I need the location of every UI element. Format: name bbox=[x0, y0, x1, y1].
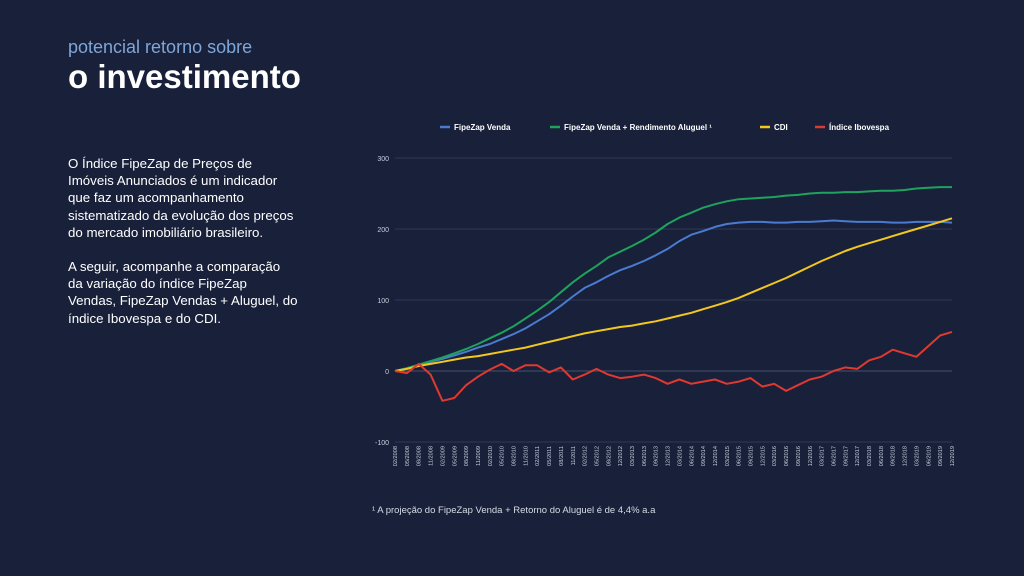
x-tick-label: 03/2014 bbox=[677, 446, 683, 466]
legend-label: CDI bbox=[774, 123, 788, 132]
series-line bbox=[394, 186, 952, 372]
x-tick-label: 12/2013 bbox=[666, 446, 672, 466]
x-tick-label: 09/2018 bbox=[891, 446, 897, 466]
x-tick-label: 09/2019 bbox=[938, 446, 944, 466]
x-tick-label: 05/2008 bbox=[405, 446, 411, 466]
x-tick-label: 06/2013 bbox=[642, 446, 648, 466]
x-tick-label: 03/2017 bbox=[820, 446, 826, 466]
y-tick-label: 100 bbox=[377, 298, 389, 305]
description-text: O Índice FipeZap de Preços de Imóveis An… bbox=[68, 155, 298, 344]
series-line bbox=[394, 217, 953, 372]
x-tick-label: 02/2011 bbox=[535, 446, 541, 466]
x-tick-label: 03/2013 bbox=[630, 446, 636, 466]
x-tick-label: 08/2010 bbox=[512, 446, 518, 466]
x-tick-label: 09/2015 bbox=[749, 446, 755, 466]
x-tick-label: 05/2010 bbox=[500, 446, 506, 466]
x-tick-label: 09/2014 bbox=[701, 446, 707, 466]
x-tick-label: 06/2015 bbox=[737, 446, 743, 466]
page-title: o investimento bbox=[68, 58, 301, 95]
description-paragraph-2: A seguir, acompanhe a comparação da vari… bbox=[68, 259, 298, 326]
legend-label: Índice Ibovespa bbox=[829, 123, 890, 132]
x-tick-label: 02/2012 bbox=[583, 446, 589, 466]
x-tick-label: 12/2012 bbox=[618, 446, 624, 466]
x-tick-label: 12/2015 bbox=[760, 446, 766, 466]
x-tick-label: 02/2008 bbox=[393, 446, 399, 466]
x-tick-label: 06/2016 bbox=[784, 446, 790, 466]
x-tick-label: 02/2010 bbox=[488, 446, 494, 466]
x-tick-label: 02/2009 bbox=[440, 446, 446, 466]
x-tick-label: 03/2015 bbox=[725, 446, 731, 466]
x-tick-label: 08/2008 bbox=[417, 446, 423, 466]
page-subtitle: potencial retorno sobre bbox=[68, 37, 253, 57]
x-tick-label: 11/2011 bbox=[571, 446, 577, 465]
line-chart: -100 0 100 200 300 02/2008 05/2008 08/2008 11/20… bbox=[375, 123, 956, 466]
x-tick-label: 09/2016 bbox=[796, 446, 802, 466]
x-tick-label: 12/2014 bbox=[713, 446, 719, 466]
y-tick-label: 200 bbox=[377, 227, 389, 234]
description-paragraph-1: O Índice FipeZap de Preços de Imóveis An… bbox=[68, 156, 294, 240]
x-tick-label: 06/2018 bbox=[879, 446, 885, 466]
x-tick-label: 12/2019 bbox=[950, 446, 956, 466]
series-line bbox=[394, 330, 953, 402]
x-tick-label: 08/2012 bbox=[606, 446, 612, 466]
x-tick-label: 08/2011 bbox=[559, 446, 565, 466]
x-tick-label: 03/2018 bbox=[867, 446, 873, 466]
x-tick-label: 11/2009 bbox=[476, 446, 482, 466]
x-tick-label: 12/2017 bbox=[855, 446, 861, 466]
x-tick-label: 08/2009 bbox=[464, 446, 470, 466]
x-tick-label: 06/2019 bbox=[926, 446, 932, 466]
x-tick-label: 03/2019 bbox=[914, 446, 920, 466]
x-tick-label: 06/2017 bbox=[831, 446, 837, 466]
x-tick-label: 09/2017 bbox=[843, 446, 849, 466]
y-tick-label: 300 bbox=[377, 156, 389, 163]
legend-label: FipeZap Venda + Rendimento Aluguel ¹ bbox=[564, 123, 712, 132]
x-tick-label: 11/2008 bbox=[429, 446, 435, 466]
legend-label: FipeZap Venda bbox=[454, 123, 511, 132]
x-tick-label: 12/2018 bbox=[903, 446, 909, 466]
x-tick-label: 05/2009 bbox=[452, 446, 458, 466]
x-tick-label: 05/2011 bbox=[547, 446, 553, 466]
y-tick-label: -100 bbox=[375, 440, 389, 447]
footnote: ¹ A projeção do FipeZap Venda + Retorno … bbox=[372, 505, 656, 516]
x-tick-label: 03/2016 bbox=[772, 446, 778, 466]
x-tick-label: 12/2016 bbox=[808, 446, 814, 466]
x-tick-label: 05/2012 bbox=[594, 446, 600, 466]
x-tick-label: 06/2014 bbox=[689, 446, 695, 466]
y-tick-label: 0 bbox=[385, 369, 389, 376]
x-tick-label: 09/2013 bbox=[654, 446, 660, 466]
series-line bbox=[394, 219, 953, 372]
x-tick-label: 11/2010 bbox=[523, 446, 529, 466]
